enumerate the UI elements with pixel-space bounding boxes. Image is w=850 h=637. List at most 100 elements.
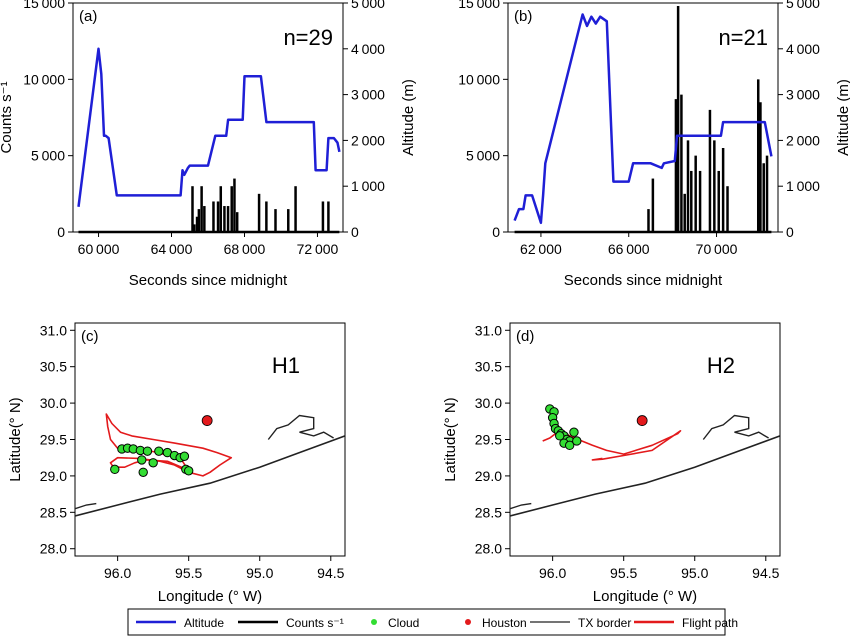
x-axis-label: Longitude (° W)	[158, 588, 262, 605]
y-axis-label: Counts s⁻¹	[0, 81, 15, 153]
plot-frame	[509, 322, 781, 557]
legend-box	[127, 608, 726, 636]
y-tick-label: 28.5	[475, 504, 502, 520]
y2-tick-label: 2 000	[786, 132, 820, 148]
legend-label: Counts s⁻¹	[286, 616, 344, 630]
x-tick-label: 66 000	[608, 241, 650, 257]
cloud-point	[137, 455, 147, 465]
altitude-line	[513, 13, 773, 225]
tx-border-island	[510, 502, 532, 510]
cloud-point	[138, 467, 148, 477]
legend-label: Altitude	[184, 616, 224, 630]
panel-label: (a)	[79, 8, 97, 25]
y2-tick-label: 1 000	[351, 178, 385, 194]
y-tick-label: 15 000	[23, 0, 65, 11]
y-tick-label: 0	[492, 224, 500, 240]
y-tick-label: 5 000	[31, 148, 65, 164]
map-content	[510, 404, 780, 517]
y-axis-label: Latitude(° N)	[7, 397, 24, 481]
cloud-point	[154, 446, 164, 456]
map-content	[75, 413, 345, 517]
y2-tick-label: 2 000	[351, 132, 385, 148]
panel-a-timeseries: 0 5 000 10 000 15 000 0 1 000 2 000 3 000 4 000 5…	[0, 0, 417, 289]
legend-swatch	[465, 619, 471, 625]
panel-b-timeseries: 0 5 000 10 000 15 000 0 1 000 2 000 3 000 4 000 5…	[458, 0, 850, 289]
y2-tick-label: 1 000	[786, 178, 820, 194]
y-tick-label: 31.0	[40, 322, 67, 338]
x-axis-label: Seconds since midnight	[564, 272, 723, 289]
cloud-point	[564, 440, 575, 451]
y-tick-label: 15 000	[458, 0, 500, 11]
panel-c-map: 28.0 28.5 29.0 29.5 30.0 30.5 31.0 96.0 95.5 95.0…	[7, 322, 346, 605]
x-tick-label: 70 000	[696, 241, 738, 257]
x-tick-label: 94.5	[317, 565, 344, 581]
x-tick-label: 94.5	[752, 565, 779, 581]
y-tick-label: 30.0	[40, 395, 67, 411]
legend-label: Flight path	[682, 616, 738, 630]
legend-item: Houston	[465, 616, 527, 630]
y-tick-label: 0	[57, 224, 65, 240]
y2-tick-label: 4 000	[351, 41, 385, 57]
cloud-point	[179, 451, 190, 461]
y-tick-label: 30.0	[475, 395, 502, 411]
y-tick-label: 10 000	[458, 71, 500, 87]
x-tick-label: 64 000	[151, 241, 193, 257]
houston-point	[636, 415, 648, 426]
x-tick-label: 95.5	[175, 565, 202, 581]
panel-annotation: H2	[707, 353, 735, 378]
y-tick-label: 28.0	[475, 541, 502, 557]
x-tick-label: 96.0	[539, 565, 566, 581]
legend-label: Cloud	[388, 616, 419, 630]
cloud-point	[142, 446, 153, 456]
x-tick-label: 72 000	[297, 241, 339, 257]
cloud-point	[110, 464, 120, 475]
x-tick-label: 96.0	[104, 565, 131, 581]
y-tick-label: 29.5	[40, 432, 67, 448]
y-tick-label: 29.0	[40, 468, 67, 484]
tx-border-bay	[267, 414, 334, 440]
x-tick-label: 95.0	[246, 565, 273, 581]
y2-tick-label: 5 000	[351, 0, 385, 11]
legend-label: TX border	[578, 616, 631, 630]
cloud-point	[183, 466, 194, 476]
tx-border-coast	[510, 435, 780, 517]
tx-border-bay	[702, 414, 769, 440]
cloud-point	[572, 436, 582, 446]
y2-tick-label: 4 000	[786, 41, 820, 57]
y2-tick-label: 3 000	[351, 87, 385, 103]
cloud-point	[148, 458, 158, 468]
y-axis-label: Latitude(° N)	[442, 397, 459, 481]
y-tick-label: 29.0	[475, 468, 502, 484]
legend: Altitude Counts s⁻¹ Cloud Houston TX border F…	[127, 608, 738, 636]
x-tick-label: 68 000	[224, 241, 266, 257]
y-tick-label: 30.5	[40, 359, 67, 375]
y-tick-label: 5 000	[466, 148, 500, 164]
y-tick-label: 10 000	[23, 71, 65, 87]
panel-annotation: n=29	[283, 25, 333, 50]
y-tick-label: 28.0	[40, 541, 67, 557]
tx-border-coast	[75, 435, 345, 517]
cloud-point	[555, 431, 565, 441]
legend-label: Houston	[482, 616, 527, 630]
panel-label: (b)	[514, 8, 532, 25]
y2-tick-label: 0	[786, 224, 794, 240]
x-tick-label: 95.5	[610, 565, 637, 581]
panel-annotation: n=21	[718, 25, 768, 50]
legend-item: TX border	[530, 616, 631, 630]
y-tick-label: 31.0	[475, 322, 502, 338]
cloud-point	[569, 427, 579, 437]
legend-swatch	[371, 619, 377, 625]
x-axis-label: Longitude (° W)	[593, 588, 697, 605]
panel-label: (c)	[81, 328, 99, 345]
x-tick-label: 95.0	[681, 565, 708, 581]
legend-item: Counts s⁻¹	[238, 616, 344, 630]
y-tick-label: 28.5	[40, 504, 67, 520]
panel-label: (d)	[516, 328, 534, 345]
panel-d-map: 28.0 28.5 29.0 29.5 30.0 30.5 31.0 96.0 95.5 95.0…	[442, 322, 781, 605]
x-axis-label: Seconds since midnight	[129, 272, 288, 289]
x-tick-label: 60 000	[78, 241, 120, 257]
altitude-line	[77, 47, 341, 207]
y2-axis-label: Altitude (m)	[400, 79, 417, 156]
legend-item: Cloud	[371, 616, 419, 630]
